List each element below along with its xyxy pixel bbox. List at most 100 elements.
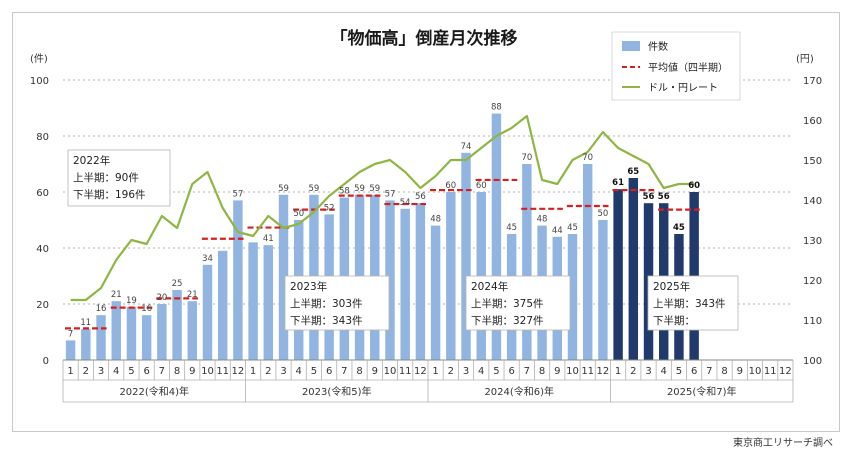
bar (598, 220, 608, 360)
fx-line-series (70, 114, 695, 302)
year-group-label: 2023(令和5)年 (302, 385, 372, 398)
month-tick-label: 11 (764, 366, 777, 377)
bar-value-label: 59 (354, 184, 365, 194)
bar (522, 164, 532, 360)
month-tick-label: 12 (779, 366, 792, 377)
bar-value-label: 34 (202, 254, 213, 264)
legend-fx-label: ドル・円レート (648, 83, 718, 94)
y-left-tick-label: 100 (30, 76, 49, 87)
legend: 件数 平均値（四半期） ドル・円レート (611, 31, 741, 101)
annotation-line: 下半期： (653, 314, 695, 327)
y-left-tick-label: 60 (36, 188, 49, 199)
month-tick-label: 9 (554, 366, 560, 377)
bar (491, 113, 502, 360)
annotation-box (284, 275, 390, 331)
y-right-tick-label: 170 (803, 76, 822, 87)
month-tick-label: 7 (524, 366, 530, 377)
y-right-tick-label: 130 (803, 236, 822, 247)
bar-value-label: 56 (658, 192, 670, 202)
month-tick-label: 1 (615, 366, 621, 377)
bar (141, 315, 152, 360)
month-tick-label: 9 (189, 366, 195, 377)
bar-value-label: 16 (96, 304, 107, 314)
bar-value-label: 60 (476, 181, 487, 191)
annotation-title: 2025年 (653, 280, 690, 293)
bar-value-label: 11 (80, 318, 91, 328)
month-tick-label: 10 (201, 366, 214, 377)
bar-value-label: 48 (430, 215, 441, 225)
y-left-tick-label: 20 (36, 300, 49, 311)
annotation-line: 上半期：303件 (290, 297, 363, 310)
month-tick-label: 11 (399, 366, 412, 377)
month-tick-label: 9 (737, 366, 743, 377)
bar-value-label: 70 (521, 153, 532, 163)
bar-value-label: 74 (461, 142, 472, 152)
bar (96, 315, 106, 360)
y-right-tick-label: 120 (803, 276, 822, 287)
month-tick-label: 2 (83, 366, 89, 377)
bar (461, 152, 471, 360)
month-tick-label: 12 (414, 366, 427, 377)
bar-value-label: 20 (156, 293, 167, 303)
month-tick-label: 7 (159, 366, 165, 377)
month-tick-label: 7 (706, 366, 712, 377)
bar-value-label: 60 (445, 181, 456, 191)
annotation-title: 2024年 (471, 280, 508, 293)
month-tick-label: 10 (384, 366, 397, 377)
bar-value-label: 56 (643, 192, 655, 202)
gridlines (63, 79, 793, 305)
bar-value-label: 41 (263, 234, 274, 244)
y-right-tick-label: 110 (803, 316, 822, 327)
bar-value-label: 50 (597, 209, 608, 219)
bar-value-label: 45 (506, 223, 517, 233)
month-tick-label: 7 (341, 366, 347, 377)
month-tick-label: 12 (232, 366, 245, 377)
annotation-line: 上半期：90件 (73, 171, 139, 184)
annotation-line: 上半期：343件 (653, 297, 726, 310)
month-tick-label: 10 (749, 366, 762, 377)
y-right-tick-label: 100 (803, 356, 822, 367)
month-tick-label: 5 (128, 366, 134, 377)
month-tick-label: 3 (645, 366, 651, 377)
bar-value-label: 21 (111, 290, 122, 300)
bar (278, 194, 289, 360)
annotation-line: 下半期：343件 (290, 314, 363, 327)
y-left-tick-label: 80 (36, 132, 49, 143)
bar-value-labels: 7 11 16 21 19 16 20 25 21 34 57 41 59 50 59 52 58 59 59 57 5… (68, 103, 700, 340)
y-right-unit: (円) (796, 54, 814, 65)
bar-value-label: 25 (172, 279, 183, 289)
month-tick-label: 9 (372, 366, 378, 377)
month-tick-label: 8 (539, 366, 545, 377)
bar (263, 245, 274, 360)
month-tick-label: 6 (143, 366, 149, 377)
chart-title: 「物価高」倒産月次推移 (331, 28, 518, 49)
bar-value-label: 56 (415, 192, 426, 202)
legend-bar-label: 件数 (648, 40, 668, 53)
month-tick-label: 1 (432, 366, 438, 377)
annotation-box (647, 275, 739, 331)
y-left-unit: (件) (30, 53, 48, 65)
annotation-title: 2022年 (73, 154, 110, 167)
month-tick-label: 5 (493, 366, 499, 377)
year-group-label: 2025(令和7)年 (667, 385, 737, 398)
bar (233, 200, 243, 360)
bar-value-label: 88 (491, 103, 502, 113)
bar (567, 234, 578, 360)
month-tick-label: 4 (478, 366, 484, 377)
fx-rate-line (70, 114, 695, 302)
average-series (65, 178, 700, 330)
bar (628, 178, 639, 360)
year-group-label: 2024(令和6)年 (484, 385, 554, 398)
month-tick-label: 6 (691, 366, 697, 377)
y-right-tick-label: 140 (803, 196, 822, 207)
legend-bar-swatch (622, 41, 640, 51)
bar-value-label: 45 (673, 223, 685, 233)
bar (248, 242, 258, 360)
year-group-label: 2022(令和4)年 (119, 385, 189, 398)
annotation-line: 下半期：327件 (471, 314, 544, 327)
bar-value-label: 54 (400, 198, 411, 208)
month-tick-label: 6 (508, 366, 514, 377)
bar (202, 264, 213, 360)
